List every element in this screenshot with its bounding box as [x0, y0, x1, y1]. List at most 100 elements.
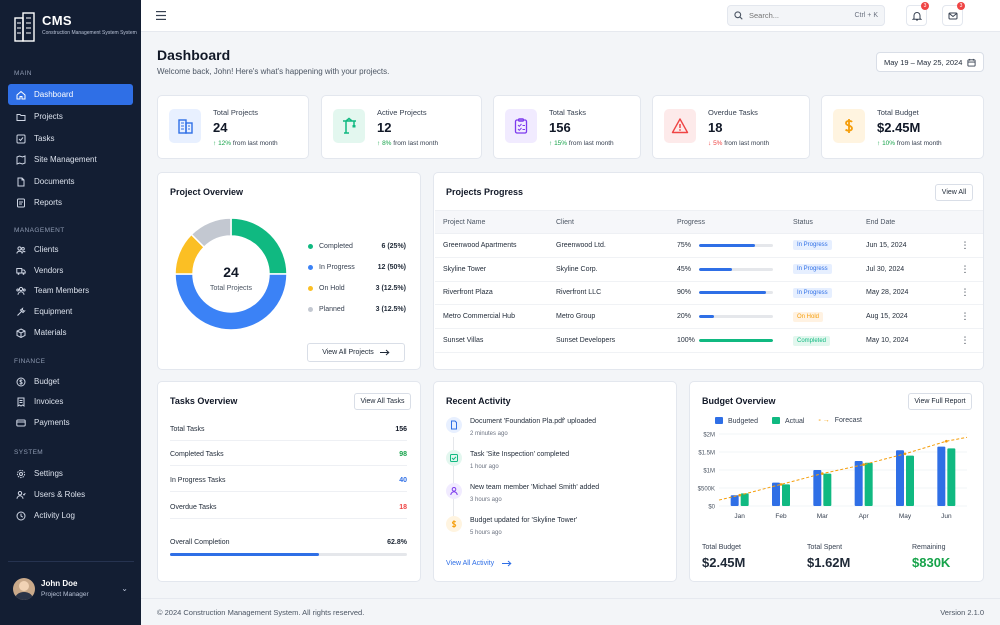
table-row[interactable]: Riverfront Plaza Riverfront LLC 90% In Prog…: [435, 281, 983, 306]
project-progress-cell: 75%: [669, 233, 785, 258]
stat-card-active-projects[interactable]: Active Projects 12 ↑ 8% from last month: [321, 95, 482, 159]
stat-delta-suffix: from last month: [722, 140, 770, 147]
progress-track: [699, 291, 773, 295]
sidebar-item-documents[interactable]: Documents: [8, 171, 133, 192]
dollar-icon: [446, 516, 462, 532]
sidebar-item-dashboard[interactable]: Dashboard: [8, 84, 133, 105]
sidebar-item-team-members[interactable]: Team Members: [8, 280, 133, 301]
user-roles-icon: [16, 490, 26, 499]
team-icon: [16, 286, 26, 295]
task-label: Overdue Tasks: [170, 504, 217, 511]
bar-actual-jan[interactable]: [740, 493, 749, 506]
view-all-activity-link[interactable]: View All Activity: [446, 560, 512, 567]
user-profile[interactable]: John Doe Project Manager ⌄: [8, 561, 134, 609]
project-name[interactable]: Riverfront Plaza: [435, 281, 548, 306]
sidebar-item-label: Documents: [34, 177, 75, 186]
hamburger-menu-icon[interactable]: [156, 11, 166, 20]
stat-card-total-projects[interactable]: Total Projects 24 ↑ 12% from last month: [157, 95, 309, 159]
task-label: Total Tasks: [170, 426, 205, 433]
brand[interactable]: CMS Construction Management System Syste…: [14, 12, 137, 42]
sidebar-item-vendors[interactable]: Vendors: [8, 260, 133, 281]
table-row[interactable]: Metro Commercial Hub Metro Group 20% On Hol…: [435, 304, 983, 330]
date-range-picker[interactable]: May 19 – May 25, 2024: [876, 52, 984, 72]
project-name[interactable]: Metro Commercial Hub: [435, 304, 548, 330]
sidebar-item-payments[interactable]: Payments: [8, 412, 133, 433]
budget-overview-title: Budget Overview: [702, 396, 776, 406]
notifications-button[interactable]: 3: [906, 2, 929, 26]
search-icon: [734, 11, 743, 20]
sidebar-item-users-roles[interactable]: Users & Roles: [8, 484, 133, 505]
donut-center-value: 24: [223, 264, 239, 280]
view-all-tasks-button[interactable]: View All Tasks: [354, 393, 411, 410]
bar-budgeted-feb[interactable]: [772, 482, 780, 506]
sidebar-item-clients[interactable]: Clients: [8, 239, 133, 260]
activity-item[interactable]: Document 'Foundation Pla.pdf' uploaded 2 …: [446, 417, 596, 437]
table-row[interactable]: Skyline Tower Skyline Corp. 45% In Progress…: [435, 257, 983, 282]
project-name[interactable]: Greenwood Apartments: [435, 233, 548, 258]
search-input[interactable]: [749, 11, 849, 20]
activity-item[interactable]: Budget updated for 'Skyline Tower' 5 hour…: [446, 516, 577, 536]
stat-card-overdue-tasks[interactable]: Overdue Tasks 18 ↓ 5% from last month: [652, 95, 810, 159]
chevron-down-icon[interactable]: ⌄: [121, 584, 128, 593]
activity-time: 1 hour ago: [470, 464, 499, 470]
sidebar-item-projects[interactable]: Projects: [8, 106, 133, 127]
table-row[interactable]: Sunset Villas Sunset Developers 100% Comple…: [435, 328, 983, 353]
home-icon: [16, 90, 26, 99]
sidebar-item-tasks[interactable]: Tasks: [8, 128, 133, 149]
stat-card-total-budget[interactable]: Total Budget $2.45M ↑ 10% from last month: [821, 95, 984, 159]
messages-button[interactable]: 3: [942, 2, 965, 26]
sidebar-item-equipment[interactable]: Equipment: [8, 301, 133, 322]
footer-version: Version 2.1.0: [940, 608, 984, 617]
view-all-projects-button[interactable]: View All Projects: [307, 343, 405, 362]
sidebar-item-reports[interactable]: Reports: [8, 192, 133, 213]
activity-item[interactable]: Task 'Site Inspection' completed 1 hour a…: [446, 450, 569, 470]
bar-budgeted-jan[interactable]: [730, 495, 739, 506]
forecast-point-jan: [738, 493, 741, 497]
project-name[interactable]: Sunset Villas: [435, 328, 548, 353]
view-all-button[interactable]: View All: [935, 184, 973, 201]
stat-card-total-tasks[interactable]: Total Tasks 156 ↑ 15% from last month: [493, 95, 641, 159]
progress: 75%: [677, 242, 785, 249]
stat-label: Total Budget: [877, 108, 919, 117]
bar-actual-apr[interactable]: [864, 462, 873, 506]
sidebar-item-budget[interactable]: Budget: [8, 371, 133, 392]
arrow-up-icon: ↑: [213, 140, 219, 147]
stat-delta: ↑ 12% from last month: [213, 140, 278, 147]
project-end-date: Jul 30, 2024: [858, 257, 938, 282]
bar-budgeted-apr[interactable]: [854, 461, 863, 506]
donut-slice-completed[interactable]: [230, 217, 288, 275]
report-icon: [17, 198, 25, 207]
bar-actual-may[interactable]: [906, 455, 914, 506]
total-spent-value: $1.62M: [807, 555, 851, 570]
donut-slice-in-progress[interactable]: [174, 273, 288, 331]
task-value: 40: [399, 477, 407, 484]
y-tick-label: $1.5M: [698, 451, 715, 457]
bar-actual-mar[interactable]: [823, 473, 832, 506]
view-all-activity-label: View All Activity: [446, 560, 495, 567]
more-options-icon[interactable]: ⋮: [938, 304, 983, 330]
bar-budgeted-may[interactable]: [896, 450, 904, 506]
search-box[interactable]: Ctrl + K: [727, 5, 885, 26]
bell-icon: [911, 11, 922, 20]
donut-slice-planned[interactable]: [190, 217, 232, 249]
bar-budgeted-jun[interactable]: [937, 446, 946, 506]
table-row[interactable]: Greenwood Apartments Greenwood Ltd. 75% In …: [435, 233, 983, 258]
sidebar-item-activity-log[interactable]: Activity Log: [8, 505, 133, 526]
sidebar-item-materials[interactable]: Materials: [8, 322, 133, 343]
more-options-icon[interactable]: ⋮: [938, 233, 983, 258]
sidebar-item-site-management[interactable]: Site Management: [8, 149, 133, 170]
bar-actual-jun[interactable]: [947, 448, 956, 506]
legend-item-on-hold: On Hold 3 (12.5%): [308, 285, 406, 292]
bar-budgeted-mar[interactable]: [813, 470, 822, 506]
x-tick-label: Jun: [941, 513, 952, 520]
more-options-icon[interactable]: ⋮: [938, 257, 983, 282]
sidebar-item-settings[interactable]: Settings: [8, 463, 133, 484]
more-options-icon[interactable]: ⋮: [938, 328, 983, 353]
sidebar-item-invoices[interactable]: Invoices: [8, 391, 133, 412]
project-name[interactable]: Skyline Tower: [435, 257, 548, 282]
activity-item[interactable]: New team member 'Michael Smith' added 3 h…: [446, 483, 599, 503]
view-full-report-button[interactable]: View Full Report: [908, 393, 972, 410]
progress-fill: [699, 339, 773, 343]
bar-actual-feb[interactable]: [782, 484, 790, 506]
more-options-icon[interactable]: ⋮: [938, 281, 983, 306]
